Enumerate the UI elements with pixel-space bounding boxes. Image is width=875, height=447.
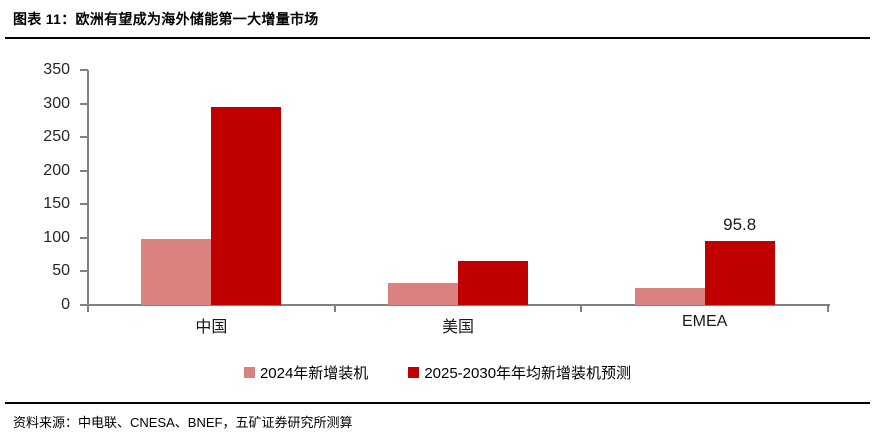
y-axis-label: 350: [43, 61, 70, 78]
y-axis-label: 100: [43, 228, 70, 246]
bar-forecast: [458, 261, 528, 305]
source-note: 资料来源：中电联、CNESA、BNEF，五矿证券研究所测算: [13, 415, 353, 430]
legend-swatch-icon: [243, 367, 255, 378]
category-label: 美国: [441, 319, 475, 336]
x-tick: [827, 305, 829, 312]
y-axis-label: 150: [43, 195, 70, 213]
y-axis-label: 50: [52, 262, 70, 280]
y-tick: [80, 304, 88, 306]
y-tick: [80, 102, 88, 105]
x-tick: [87, 305, 89, 312]
category-label: 中国: [195, 319, 228, 336]
y-axis-label: 0: [61, 296, 70, 313]
y-axis-label: 300: [43, 94, 70, 112]
y-axis-label: 200: [43, 161, 70, 179]
y-tick: [80, 203, 88, 206]
y-tick: [80, 136, 88, 139]
legend-swatch-icon: [408, 367, 420, 378]
y-axis-label: 250: [43, 128, 70, 146]
y-tick: [80, 169, 88, 172]
title-divider: [5, 37, 870, 39]
footer-divider: [5, 402, 870, 404]
legend-label: 2024年新增装机: [259, 365, 369, 382]
bar-forecast: [211, 106, 282, 305]
legend-item: 2025-2030年年均新增装机预测: [408, 362, 631, 383]
figure-title: 图表 11：欧洲有望成为海外储能第一大增量市场: [13, 11, 319, 27]
bar-forecast: [704, 240, 775, 305]
bar-2024: [141, 239, 212, 305]
y-axis-line: [87, 70, 89, 311]
x-axis-line: [87, 304, 830, 306]
legend-item: 2024年新增装机: [243, 362, 369, 383]
category-label: EMEA: [681, 313, 728, 330]
x-tick: [333, 305, 336, 312]
y-tick: [80, 69, 88, 71]
legend-label: 2025-2030年年均新增装机预测: [424, 365, 632, 382]
chart-legend: 2024年新增装机 2025-2030年年均新增装机预测: [0, 362, 875, 383]
bar-2024: [388, 282, 458, 305]
x-tick: [580, 305, 583, 312]
y-tick: [80, 270, 88, 273]
value-label: 95.8: [723, 214, 757, 234]
y-tick: [80, 236, 88, 239]
bar-2024: [634, 288, 705, 305]
